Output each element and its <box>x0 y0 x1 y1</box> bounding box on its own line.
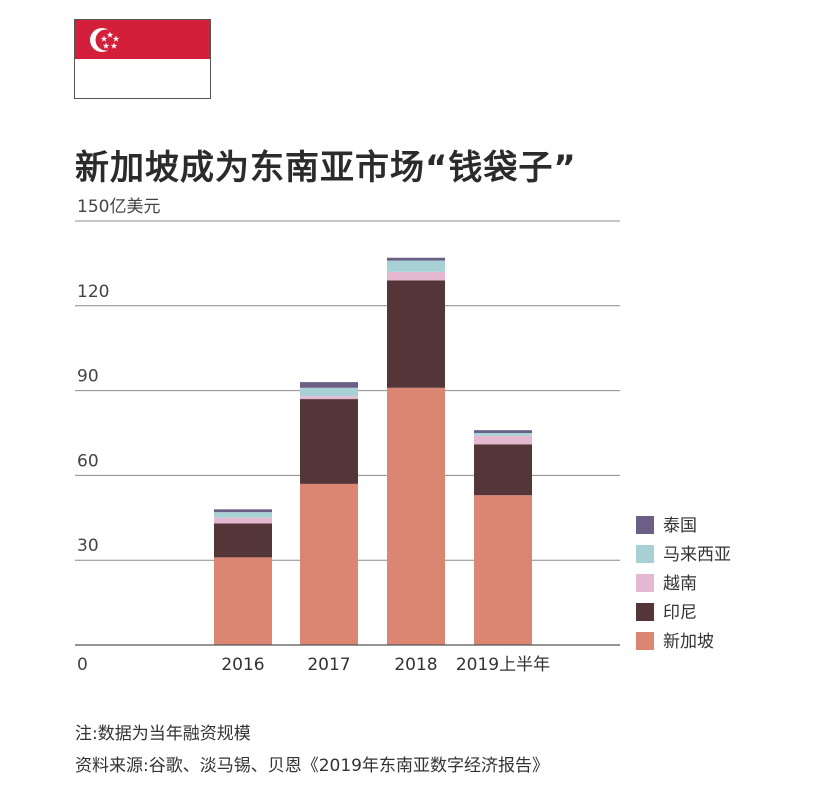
legend-label: 马来西亚 <box>663 545 731 565</box>
y-tick-label: 120 <box>77 282 109 302</box>
y-tick-label: 30 <box>77 536 99 556</box>
bar-segment <box>474 435 532 445</box>
bar-segment <box>300 382 358 388</box>
x-tick-label: 2018 <box>394 655 437 675</box>
y-tick-label: 150亿美元 <box>77 197 160 217</box>
bar-segment <box>474 430 532 433</box>
bar-segment <box>214 557 272 645</box>
flag-emblem-icon <box>90 28 120 52</box>
x-tick-label: 2019上半年 <box>456 655 550 675</box>
bar-segment <box>387 260 445 272</box>
bar-segment <box>300 399 358 484</box>
bar-segment <box>300 387 358 397</box>
y-tick-label: 0 <box>77 655 88 675</box>
legend-swatch <box>636 574 654 592</box>
x-tick-label: 2017 <box>307 655 350 675</box>
bar-segment <box>300 396 358 400</box>
bar-segment <box>474 444 532 496</box>
bar-segment <box>214 512 272 518</box>
bar-segment <box>387 271 445 281</box>
legend-swatch <box>636 603 654 621</box>
bar-segment <box>300 483 358 645</box>
legend-label: 泰国 <box>663 516 697 536</box>
bar-segment <box>387 257 445 261</box>
source-text: 资料来源:谷歌、淡马锡、贝恩《2019年东南亚数字经济报告》 <box>75 756 549 776</box>
bar-segment <box>214 517 272 524</box>
legend-label: 印尼 <box>663 603 697 623</box>
legend-swatch <box>636 516 654 534</box>
legend-swatch <box>636 632 654 650</box>
y-tick-label: 90 <box>77 367 99 387</box>
bar-segment <box>387 280 445 388</box>
note-text: 注:数据为当年融资规模 <box>75 724 251 744</box>
legend-swatch <box>636 545 654 563</box>
bar-segment <box>387 387 445 645</box>
chart-title: 新加坡成为东南亚市场“钱袋子” <box>75 148 577 188</box>
singapore-flag <box>74 19 211 99</box>
x-tick-label: 2016 <box>221 655 264 675</box>
flag-white-band <box>75 59 210 98</box>
y-tick-label: 60 <box>77 451 99 471</box>
bar-segment <box>474 433 532 436</box>
legend-label: 新加坡 <box>663 632 714 652</box>
chart-notes: 注:数据为当年融资规模 资料来源:谷歌、淡马锡、贝恩《2019年东南亚数字经济报… <box>75 718 549 782</box>
bar-segment <box>214 523 272 558</box>
bar-segment <box>214 509 272 513</box>
bar-segment <box>474 495 532 645</box>
legend-label: 越南 <box>663 574 697 594</box>
